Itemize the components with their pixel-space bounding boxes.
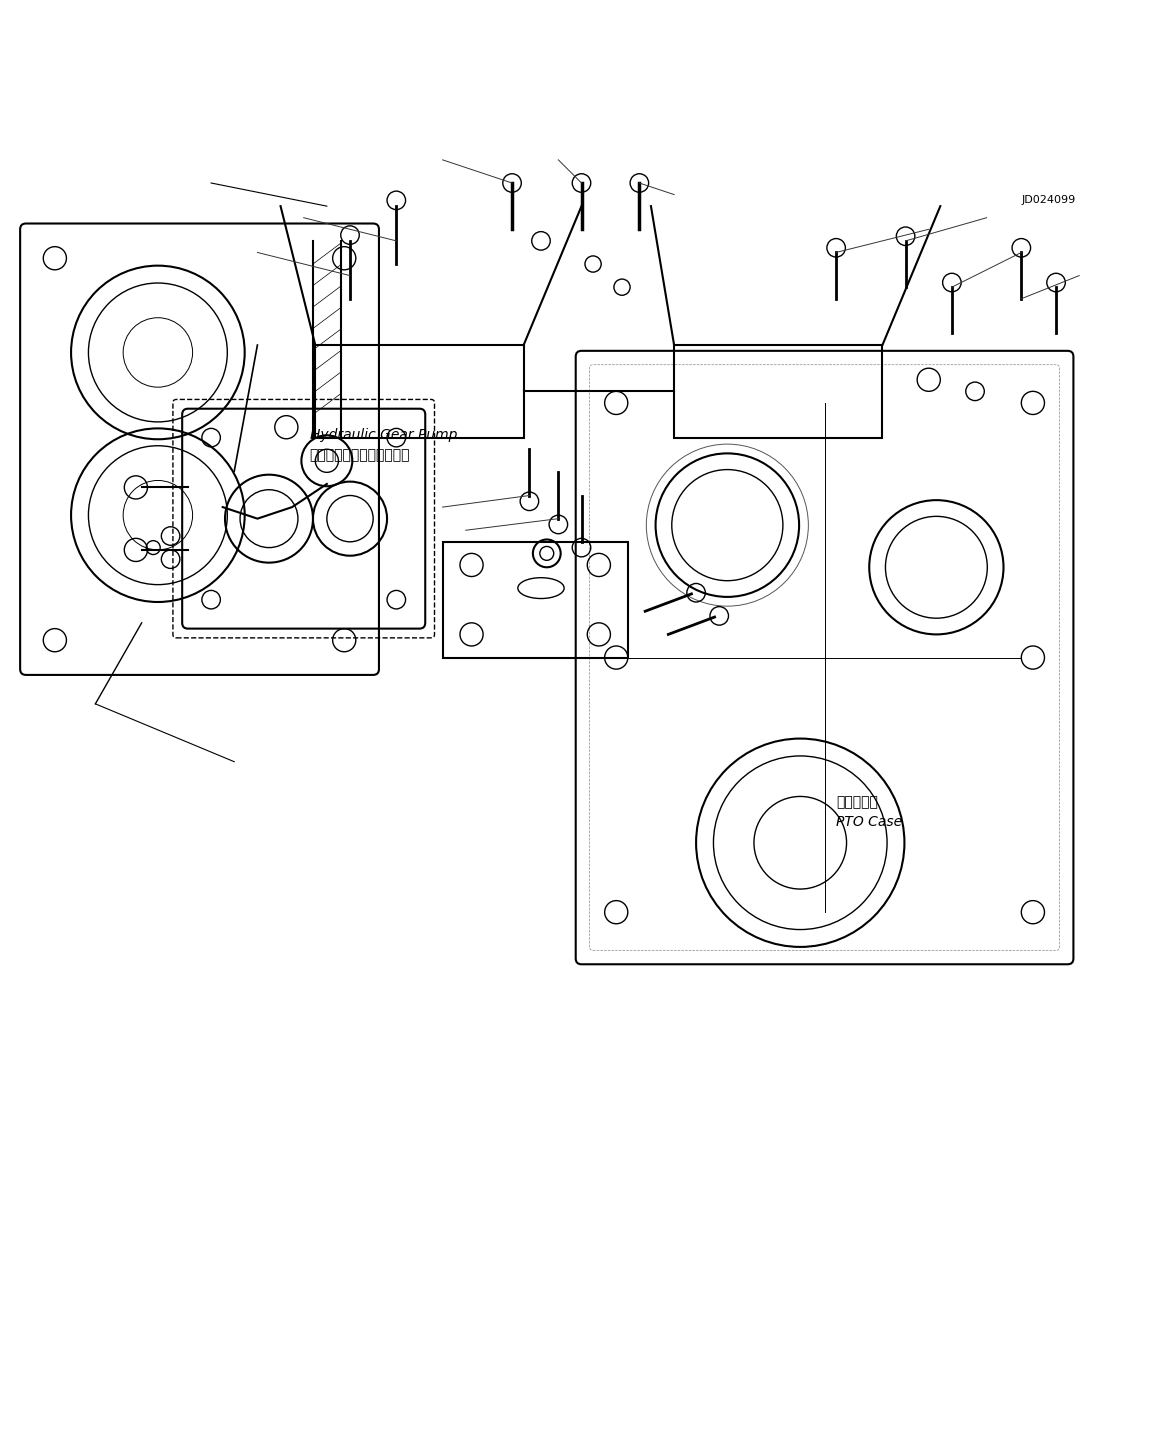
Text: ハイドロリックギアポンプ: ハイドロリックギアポンプ <box>309 448 411 462</box>
Text: Hydraulic Gear Pump: Hydraulic Gear Pump <box>309 429 457 442</box>
Text: JD024099: JD024099 <box>1021 195 1076 205</box>
Text: ピトケース: ピトケース <box>836 795 878 810</box>
Text: PTO Case: PTO Case <box>836 814 902 829</box>
